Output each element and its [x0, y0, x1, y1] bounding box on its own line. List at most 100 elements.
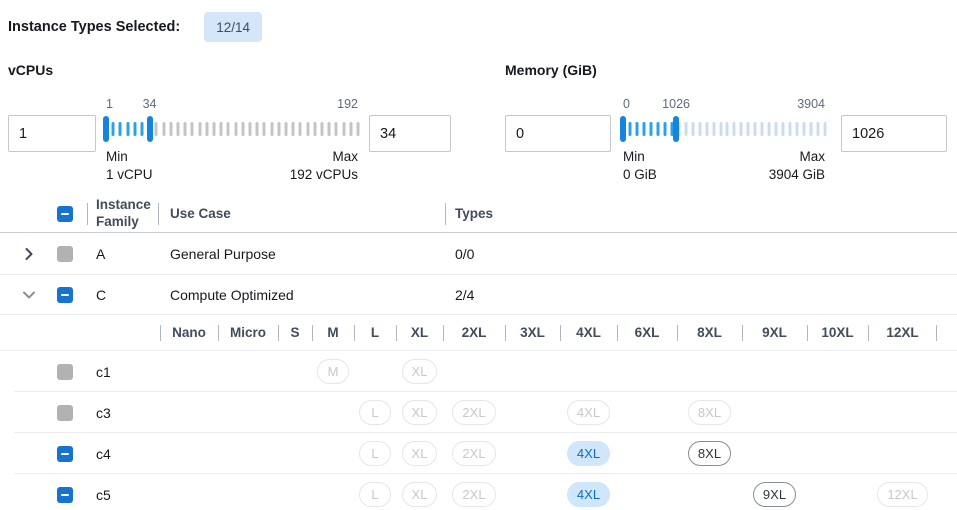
slider-tick [739, 122, 743, 136]
slider-tick [234, 122, 238, 136]
vcpus-slider-labels: 1 34 192 [106, 97, 358, 113]
slider-tick [118, 122, 122, 136]
slider-tick [183, 122, 187, 136]
size-cell-8xl: 8XL [677, 441, 742, 466]
memory-min-input[interactable] [505, 115, 611, 152]
slider-tick [219, 122, 223, 136]
size-column-header-6xl: 6XL [617, 315, 677, 350]
slider-tick [176, 122, 180, 136]
size-cell-l: L [354, 441, 396, 466]
filters-section: vCPUs 1 34 192 Min Max 1 vCPU [0, 62, 957, 182]
size-pill-l-disabled: L [359, 400, 391, 425]
slider-tick [753, 122, 757, 136]
slider-max-sub: 192 vCPUs [289, 167, 358, 182]
size-pill-4xl-selected[interactable]: 4XL [566, 482, 611, 507]
slider-tick [270, 122, 274, 136]
slider-tick [795, 122, 799, 136]
slider-tick [298, 122, 302, 136]
memory-slider-track[interactable] [620, 115, 827, 143]
slider-tick [802, 122, 806, 136]
row-checkbox-disabled [57, 404, 73, 421]
slider-tick [816, 122, 820, 136]
slider-tick [349, 122, 353, 136]
slider-tick [291, 122, 295, 136]
size-pill-8xl-enabled[interactable]: 8XL [687, 441, 732, 466]
row-checkbox-indeterminate[interactable] [57, 486, 73, 503]
size-pill-4xl-selected[interactable]: 4XL [566, 441, 611, 466]
indeterminate-minus-icon [61, 293, 69, 296]
size-column-header-xl: XL [396, 315, 443, 350]
slider-max-label: 3904 [797, 97, 825, 111]
memory-title: Memory (GiB) [505, 62, 597, 78]
chevron-right-icon[interactable] [21, 246, 37, 262]
slider-handle-high[interactable] [146, 116, 153, 142]
size-pill-xl-disabled: XL [401, 359, 438, 384]
size-column-header-m: M [312, 315, 354, 350]
slider-tick [725, 122, 729, 136]
slider-tick [198, 122, 202, 136]
slider-tick [656, 122, 660, 136]
size-column-header-micro: Micro [218, 315, 278, 350]
slider-tick [140, 122, 144, 136]
size-cell-l: L [354, 400, 396, 425]
slider-max-caption: Max [332, 149, 358, 164]
instance-name: c4 [96, 445, 111, 462]
checkbox-cell [48, 363, 88, 380]
slider-tick [788, 122, 792, 136]
size-cell-xl: XL [396, 400, 443, 425]
slider-tick [649, 122, 653, 136]
checkbox-cell [48, 245, 88, 262]
column-header-instance-family: Instance Family [87, 195, 158, 232]
slider-tick [277, 122, 281, 136]
family-name: C [96, 286, 107, 303]
slider-tick [642, 122, 646, 136]
size-cell-m: M [312, 359, 354, 384]
chevron-down-icon[interactable] [21, 287, 37, 303]
use-case-value: General Purpose [170, 245, 276, 262]
row-checkbox-disabled [57, 363, 73, 380]
size-pill-12xl-disabled: 12XL [877, 482, 928, 507]
size-pill-xl-disabled: XL [401, 482, 438, 507]
size-pill-2xl-disabled: 2XL [452, 482, 496, 507]
size-cell-2xl: 2XL [443, 482, 505, 507]
slider-tick [691, 122, 695, 136]
size-cell-xl: XL [396, 441, 443, 466]
row-checkbox-indeterminate[interactable] [57, 286, 73, 303]
slider-high-label: 1026 [662, 97, 690, 111]
checkbox-cell [48, 445, 88, 462]
size-cell-2xl: 2XL [443, 400, 505, 425]
instance-name: c1 [96, 363, 111, 380]
instance-row-c1: c1 M XL [0, 351, 957, 392]
slider-tick [781, 122, 785, 136]
select-all-checkbox[interactable] [57, 205, 73, 222]
slider-tick [712, 122, 716, 136]
slider-handle-low[interactable] [620, 116, 626, 142]
types-count: 2/4 [455, 286, 475, 303]
row-checkbox-indeterminate[interactable] [57, 445, 73, 462]
size-pill-9xl-enabled[interactable]: 9XL [752, 482, 797, 507]
slider-handle-high[interactable] [673, 116, 680, 142]
size-pill-2xl-disabled: 2XL [452, 400, 496, 425]
slider-tick [190, 122, 194, 136]
vcpus-title: vCPUs [8, 62, 54, 78]
table-header-row: Instance Family Use Case Types [0, 195, 957, 233]
indeterminate-minus-icon [61, 452, 69, 455]
size-pill-m-disabled: M [317, 359, 349, 384]
slider-handle-low[interactable] [103, 116, 109, 142]
size-pill-2xl-disabled: 2XL [452, 441, 496, 466]
selected-count-label: Instance Types Selected: [8, 19, 181, 35]
size-column-header-8xl: 8XL [677, 315, 742, 350]
vcpus-slider-track[interactable] [103, 115, 360, 143]
memory-max-input[interactable] [841, 115, 947, 152]
slider-tick [628, 122, 632, 136]
slider-tick [126, 122, 130, 136]
size-column-header-l: L [354, 315, 396, 350]
slider-tick [313, 122, 317, 136]
vcpus-min-input[interactable] [8, 115, 96, 152]
slider-tick [226, 122, 230, 136]
size-cell-l: L [354, 482, 396, 507]
vcpus-max-input[interactable] [369, 115, 451, 152]
size-column-header-9xl: 9XL [742, 315, 807, 350]
size-column-header-3xl: 3XL [505, 315, 560, 350]
size-cell-xl: XL [396, 482, 443, 507]
